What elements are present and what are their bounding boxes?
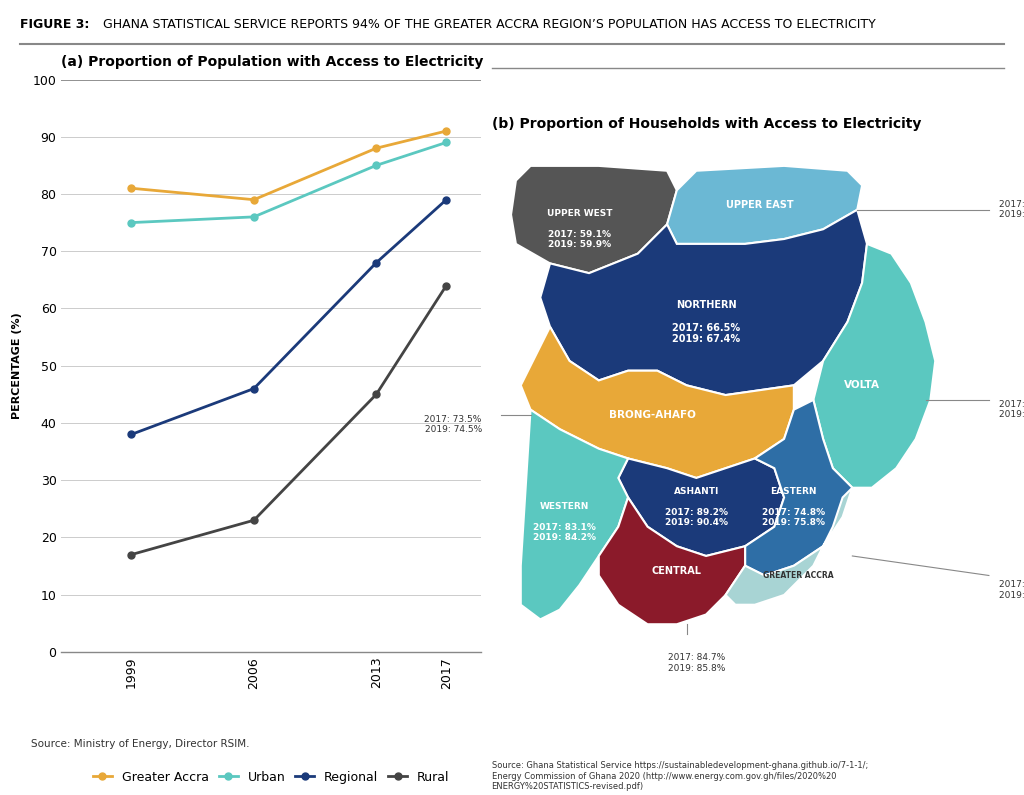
Text: GREATER ACCRA: GREATER ACCRA: [764, 571, 834, 580]
Polygon shape: [521, 409, 628, 619]
Legend: Greater Accra, Urban, Regional, Rural: Greater Accra, Urban, Regional, Rural: [88, 766, 455, 789]
Polygon shape: [726, 487, 852, 605]
Text: 2017: 73.5%
2019: 74.5%: 2017: 73.5% 2019: 74.5%: [424, 415, 481, 434]
Text: NORTHERN

2017: 66.5%
2019: 67.4%: NORTHERN 2017: 66.5% 2019: 67.4%: [672, 300, 740, 344]
Y-axis label: PERCENTAGE (%): PERCENTAGE (%): [11, 312, 22, 419]
Polygon shape: [813, 244, 935, 487]
Text: UPPER WEST

2017: 59.1%
2019: 59.9%: UPPER WEST 2017: 59.1% 2019: 59.9%: [547, 209, 612, 250]
Text: FIGURE 3:: FIGURE 3:: [20, 17, 90, 31]
Polygon shape: [511, 166, 677, 273]
Text: WESTERN

2017: 83.1%
2019: 84.2%: WESTERN 2017: 83.1% 2019: 84.2%: [534, 502, 596, 542]
Text: Source: Ghana Statistical Service https://sustainabledevelopment-ghana.github.io: Source: Ghana Statistical Service https:…: [492, 762, 867, 791]
Text: (a) Proportion of Population with Access to Electricity: (a) Proportion of Population with Access…: [61, 55, 483, 68]
Polygon shape: [618, 459, 784, 556]
Polygon shape: [667, 166, 862, 244]
Text: 2017: 48.6%
2019: 49.2%: 2017: 48.6% 2019: 49.2%: [998, 200, 1024, 219]
Text: UPPER EAST: UPPER EAST: [726, 200, 794, 210]
Text: EASTERN

2017: 74.8%
2019: 75.8%: EASTERN 2017: 74.8% 2019: 75.8%: [762, 487, 825, 527]
Polygon shape: [541, 210, 867, 395]
Text: CENTRAL: CENTRAL: [652, 565, 701, 576]
Text: 2017: 75.4%
2019: 76.4%: 2017: 75.4% 2019: 76.4%: [998, 400, 1024, 420]
Text: 2017: 74.8%
2019: 75.8%: 2017: 74.8% 2019: 75.8%: [998, 580, 1024, 599]
Text: BRONG-AHAFO: BRONG-AHAFO: [609, 409, 696, 420]
Polygon shape: [745, 400, 852, 576]
Text: (b) Proportion of Households with Access to Electricity: (b) Proportion of Households with Access…: [492, 117, 921, 130]
Text: 2017: 84.7%
2019: 85.8%: 2017: 84.7% 2019: 85.8%: [668, 653, 725, 673]
Polygon shape: [599, 498, 745, 624]
Polygon shape: [521, 327, 794, 478]
Text: GHANA STATISTICAL SERVICE REPORTS 94% OF THE GREATER ACCRA REGION’S POPULATION H: GHANA STATISTICAL SERVICE REPORTS 94% OF…: [99, 17, 877, 31]
Text: Source: Ministry of Energy, Director RSIM.: Source: Ministry of Energy, Director RSI…: [31, 739, 249, 750]
Text: VOLTA: VOLTA: [844, 380, 880, 390]
Text: ASHANTI

2017: 89.2%
2019: 90.4%: ASHANTI 2017: 89.2% 2019: 90.4%: [665, 487, 728, 527]
